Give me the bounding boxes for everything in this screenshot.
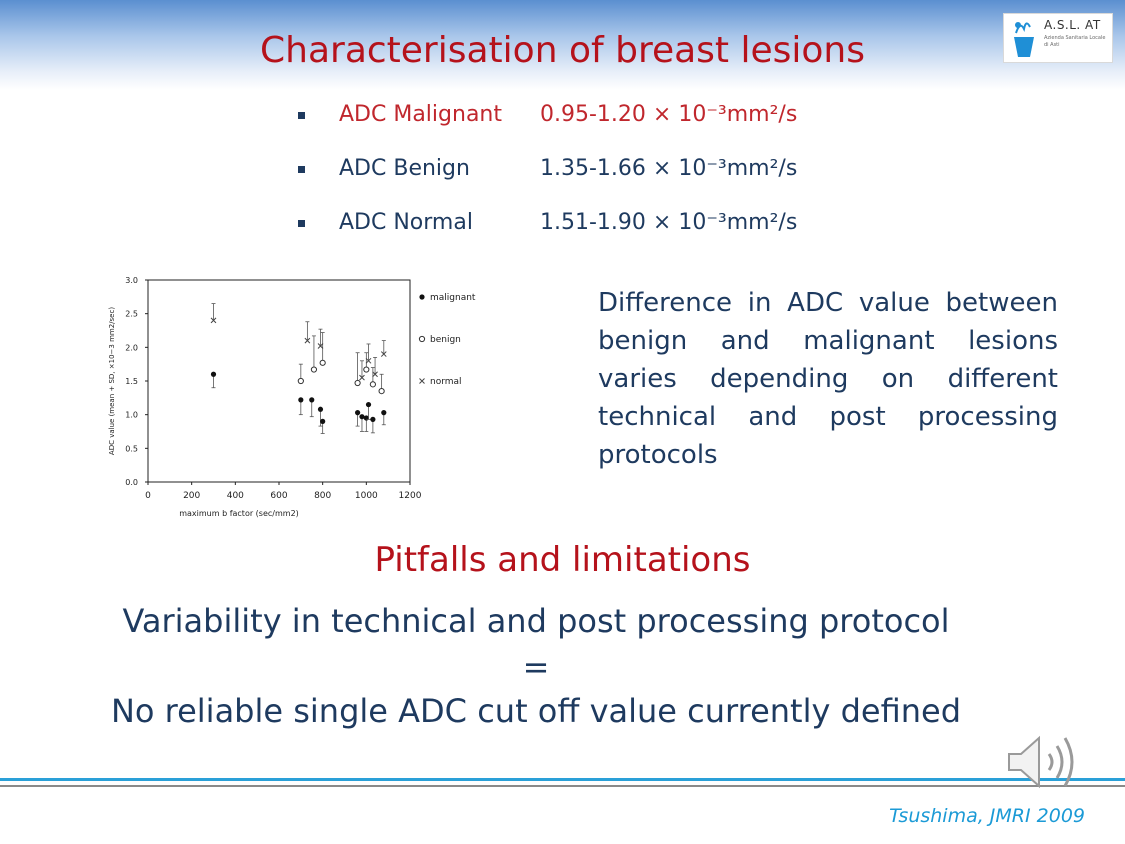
- logo-subtitle: Azienda Sanitaria Locale di Asti: [1044, 35, 1106, 48]
- x-tick-label: 800: [314, 491, 331, 501]
- y-tick-label: 1.5: [125, 377, 138, 386]
- malignant-point: [355, 410, 361, 416]
- footer-rule-blue: [0, 778, 1125, 781]
- conclusion-line-1: Variability in technical and post proces…: [122, 602, 950, 640]
- legend-normal-label: normal: [430, 377, 462, 387]
- malignant-point: [381, 410, 387, 416]
- normal-point: [304, 337, 311, 344]
- plot-frame: [147, 279, 411, 483]
- x-axis-label: maximum b factor (sec/mm2): [179, 509, 299, 518]
- description-text: Difference in ADC value between benign a…: [598, 288, 1058, 470]
- normal-point: [365, 357, 372, 364]
- benign-point: [363, 366, 370, 373]
- legend-malignant-marker: [419, 294, 425, 300]
- x-tick-label: 1000: [355, 491, 378, 501]
- malignant-point: [365, 401, 372, 408]
- bullet-label: ADC Malignant: [339, 102, 502, 127]
- benign-point: [310, 366, 318, 373]
- section-subtitle: Pitfalls and limitations: [374, 540, 751, 580]
- bullet-square-icon: [298, 220, 305, 227]
- logo: A.S.L. AT Azienda Sanitaria Locale di As…: [1003, 13, 1113, 63]
- citation: Tsushima, JMRI 2009: [889, 805, 1085, 827]
- y-tick-label: 1.0: [125, 411, 138, 420]
- bullet-value: 1.51-1.90 × 10⁻³mm²/s: [540, 210, 798, 235]
- x-tick-label: 600: [270, 491, 287, 501]
- logo-name: A.S.L. AT: [1044, 18, 1101, 32]
- malignant-point: [359, 414, 365, 420]
- normal-point: [317, 343, 324, 349]
- conclusion-equals: =: [522, 648, 550, 686]
- normal-point: [359, 374, 365, 381]
- malignant-point: [210, 371, 217, 377]
- malignant-point: [298, 397, 304, 403]
- bullet-label: ADC Benign: [339, 156, 470, 181]
- bullet-square-icon: [298, 166, 305, 173]
- malignant-point: [320, 418, 326, 424]
- legend-benign-marker: [418, 335, 426, 343]
- y-tick-label: 2.5: [125, 310, 138, 319]
- y-tick-label: 0.5: [125, 444, 138, 453]
- speaker-icon[interactable]: [1005, 732, 1095, 792]
- legend-malignant-label: malignant: [430, 293, 476, 303]
- benign-point: [297, 377, 304, 385]
- benign-point: [378, 388, 385, 395]
- bullet-value: 1.35-1.66 × 10⁻³mm²/s: [540, 156, 798, 181]
- benign-point: [369, 381, 376, 388]
- legend-normal-marker: [419, 378, 425, 384]
- benign-point: [319, 359, 326, 366]
- y-axis-label: ADC value (mean + SD, ×10−3 mm2/sec): [108, 307, 116, 455]
- slide-title: Characterisation of breast lesions: [260, 30, 865, 71]
- bullet-label: ADC Normal: [339, 210, 473, 235]
- legend-benign-label: benign: [430, 335, 461, 345]
- x-tick-label: 1200: [399, 491, 422, 501]
- malignant-point: [370, 416, 376, 422]
- conclusion-line-3: No reliable single ADC cut off value cur…: [110, 692, 962, 730]
- y-tick-label: 0.0: [125, 478, 138, 487]
- malignant-point: [309, 397, 315, 403]
- normal-point: [372, 371, 378, 378]
- benign-point: [354, 379, 361, 387]
- malignant-point: [317, 406, 324, 412]
- footer-rule-gray: [0, 785, 1125, 787]
- bullet-square-icon: [298, 112, 305, 119]
- x-tick-label: 0: [145, 491, 151, 501]
- bullet-value: 0.95-1.20 × 10⁻³mm²/s: [540, 102, 798, 127]
- normal-point: [210, 317, 217, 324]
- y-tick-label: 2.0: [125, 343, 138, 352]
- adc-scatter-chart: 0 200 400 600 800 1000 1200 0.0 0.5 1.0 1.5 2.0 2.5 3…: [108, 276, 476, 518]
- x-tick-label: 200: [183, 491, 200, 501]
- asl-logo-icon: [1014, 22, 1034, 57]
- header-band: [0, 0, 1125, 90]
- normal-point: [380, 351, 387, 357]
- x-tick-label: 400: [227, 491, 244, 501]
- y-tick-label: 3.0: [125, 276, 138, 285]
